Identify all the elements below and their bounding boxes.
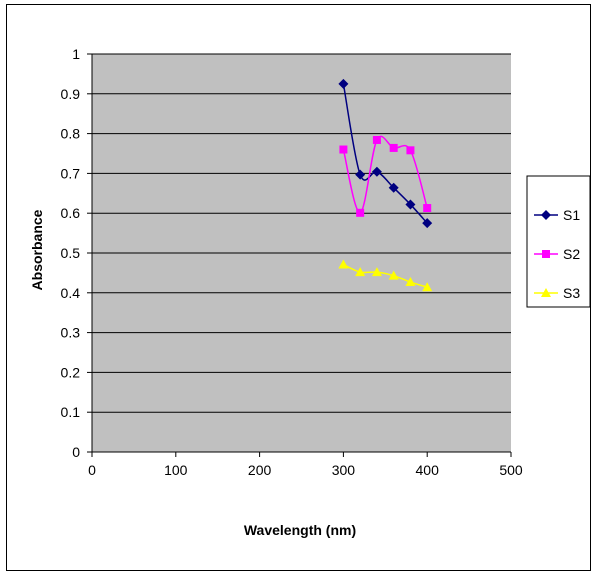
y-tick-label: 0.9 xyxy=(61,86,81,102)
legend-entry: S1 xyxy=(534,207,580,223)
gridlines xyxy=(92,53,511,413)
data-point xyxy=(356,208,365,217)
y-axis-ticks: 0 0.1 0.2 0.3 0.4 0.5 0.6 0.7 0.8 0.9 1 xyxy=(61,46,92,460)
y-tick-label: 0 xyxy=(72,444,80,460)
x-tick-label: 100 xyxy=(164,462,188,478)
y-tick-label: 0.5 xyxy=(61,245,81,261)
data-point xyxy=(405,199,416,210)
y-tick-label: 0.8 xyxy=(61,126,81,142)
series-s3 xyxy=(338,259,433,292)
data-point xyxy=(339,145,348,154)
data-point xyxy=(423,204,432,213)
y-tick-label: 0.2 xyxy=(61,364,81,380)
data-point xyxy=(388,182,399,193)
x-axis-ticks: 0 100 200 300 400 500 xyxy=(88,452,523,478)
x-tick-label: 0 xyxy=(88,462,96,478)
y-tick-label: 0.7 xyxy=(61,165,81,181)
data-point xyxy=(406,146,415,155)
data-point xyxy=(338,78,349,89)
data-point xyxy=(371,267,382,277)
legend-label: S1 xyxy=(563,207,580,223)
legend-entry: S3 xyxy=(534,285,580,301)
data-point xyxy=(388,270,399,280)
data-point xyxy=(422,282,433,292)
legend-marker xyxy=(542,250,550,258)
data-point xyxy=(355,169,366,180)
y-tick-label: 0.6 xyxy=(61,205,81,221)
y-axis-title: Absorbance xyxy=(29,209,45,290)
legend-marker xyxy=(541,288,551,297)
series-group xyxy=(338,78,433,292)
legend-box xyxy=(526,175,591,308)
x-tick-label: 400 xyxy=(416,462,440,478)
y-tick-label: 0.1 xyxy=(61,404,81,420)
data-point xyxy=(371,166,382,177)
y-tick-label: 0.3 xyxy=(61,325,81,341)
legend-label: S2 xyxy=(563,246,580,262)
legend-entry: S2 xyxy=(534,246,580,262)
series-s2 xyxy=(339,135,432,217)
legend-marker xyxy=(541,210,551,220)
y-tick-label: 0.4 xyxy=(61,285,81,301)
legend-label: S3 xyxy=(563,285,580,301)
x-tick-label: 300 xyxy=(332,462,356,478)
x-tick-label: 200 xyxy=(248,462,272,478)
data-point xyxy=(355,267,366,277)
y-tick-label: 1 xyxy=(72,46,80,62)
data-point xyxy=(405,277,416,287)
legend: S1 S2 S3 xyxy=(526,175,591,308)
data-point xyxy=(389,143,398,152)
data-point xyxy=(422,218,433,229)
x-tick-label: 500 xyxy=(499,462,523,478)
x-axis-title: Wavelength (nm) xyxy=(244,522,356,538)
data-point xyxy=(338,259,349,269)
data-point xyxy=(372,135,381,144)
series-s1 xyxy=(338,78,433,229)
